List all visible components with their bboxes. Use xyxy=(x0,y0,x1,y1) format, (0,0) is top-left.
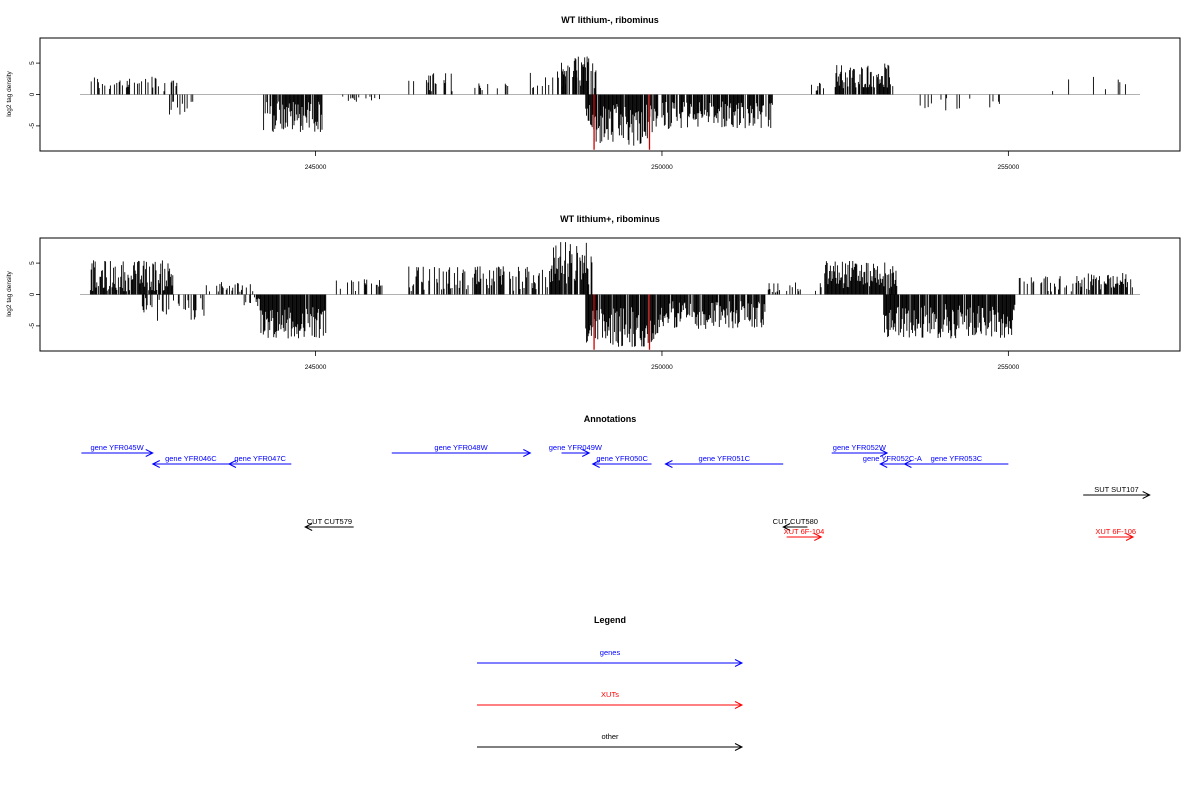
y-axis: -5 0 5 xyxy=(29,61,40,129)
x-tick-label: 250000 xyxy=(651,164,673,171)
x-axis: 245000 250000 255000 xyxy=(305,151,1020,171)
feature-arrow-head xyxy=(782,523,791,531)
feature-arrow-head xyxy=(1142,491,1151,499)
feature-label: gene YFR045W xyxy=(90,443,144,452)
feature-arrow-head xyxy=(879,449,889,457)
x-tick-label: 255000 xyxy=(998,164,1020,171)
feature-label: CUT CUT579 xyxy=(307,517,352,526)
y-tick-label: 0 xyxy=(29,92,36,96)
feature-label: gene YFR051C xyxy=(699,454,751,463)
feature-label: gene YFR048W xyxy=(434,443,488,452)
track-title: WT lithium+, ribominus xyxy=(560,214,660,224)
feature-label: gene YFR049W xyxy=(549,443,603,452)
legend-label: other xyxy=(601,732,619,741)
feature-gene-yfr053c: gene YFR053C xyxy=(903,454,1009,468)
y-axis-label: log2 tag density xyxy=(6,70,13,116)
x-axis: 245000 250000 255000 xyxy=(305,351,1020,371)
y-tick-label: 0 xyxy=(29,292,36,296)
y-tick-label: -5 xyxy=(29,123,36,129)
feature-gene-yfr051c: gene YFR051C xyxy=(664,454,784,468)
feature-cut-cut580: CUT CUT580 xyxy=(773,517,818,531)
feature-label: XUT 6F-106 xyxy=(1095,527,1136,536)
track-panel-lithium-minus: WT lithium-, ribominus log2 tag density … xyxy=(6,15,1181,171)
feature-gene-yfr050c: gene YFR050C xyxy=(591,454,652,468)
track-title: WT lithium-, ribominus xyxy=(561,15,659,25)
feature-arrow-head xyxy=(581,449,591,457)
feature-arrow-head xyxy=(151,460,160,468)
feature-label: CUT CUT580 xyxy=(773,517,818,526)
feature-arrow-head xyxy=(227,460,237,468)
feature-arrow-head xyxy=(145,449,154,457)
feature-gene-yfr046c: gene YFR046C xyxy=(151,454,229,468)
x-tick-label: 245000 xyxy=(305,164,327,171)
legend-title: Legend xyxy=(594,615,626,625)
feature-arrow-head xyxy=(814,533,823,541)
feature-cut-cut579: CUT CUT579 xyxy=(304,517,354,531)
feature-label: gene YFR053C xyxy=(931,454,983,463)
x-tick-label: 250000 xyxy=(651,364,673,371)
y-axis-label: log2 tag density xyxy=(6,270,13,316)
feature-arrow-head xyxy=(1125,533,1135,541)
bars xyxy=(89,242,1133,350)
feature-arrow-head xyxy=(523,449,532,457)
feature-arrow-head xyxy=(304,523,313,531)
x-tick-label: 255000 xyxy=(998,364,1020,371)
legend-label: genes xyxy=(600,648,621,657)
x-tick-label: 245000 xyxy=(305,364,327,371)
feature-gene-yfr052c-a: gene YFR052C-A xyxy=(863,454,922,468)
feature-label: XUT 6F-104 xyxy=(784,527,825,536)
feature-label: gene YFR052W xyxy=(833,443,887,452)
legend-label: XUTs xyxy=(601,690,619,699)
feature-label: gene YFR047C xyxy=(234,454,286,463)
feature-arrow-head xyxy=(903,460,912,468)
y-tick-label: 5 xyxy=(29,261,36,265)
feature-label: gene YFR046C xyxy=(165,454,217,463)
legend-arrow-head xyxy=(734,701,744,709)
legend-arrow-head xyxy=(734,659,744,667)
y-tick-label: -5 xyxy=(29,323,36,329)
feature-gene-yfr049w: gene YFR049W xyxy=(549,443,603,457)
legend-items: genes XUTs other xyxy=(477,648,744,751)
legend-panel: Legend genes XUTs other xyxy=(477,615,744,751)
feature-label: gene YFR050C xyxy=(596,454,648,463)
feature-xut-6f-104: XUT 6F-104 xyxy=(784,527,825,541)
feature-arrow-head xyxy=(879,460,888,468)
feature-arrow-head xyxy=(591,460,600,468)
feature-sut-sut107: SUT SUT107 xyxy=(1083,485,1151,499)
track-panel-lithium-plus: WT lithium+, ribominus log2 tag density … xyxy=(6,214,1181,371)
legend-item-other: other xyxy=(477,732,744,751)
feature-gene-yfr048w: gene YFR048W xyxy=(391,443,532,457)
feature-list: gene YFR045W gene YFR046C gene YFR047C gene… xyxy=(81,443,1151,541)
feature-gene-yfr047c: gene YFR047C xyxy=(227,454,292,468)
y-axis: -5 0 5 xyxy=(29,261,40,329)
y-tick-label: 5 xyxy=(29,61,36,65)
legend-item-genes: genes xyxy=(477,648,744,667)
feature-arrow-head xyxy=(664,460,673,468)
feature-label: gene YFR052C-A xyxy=(863,454,922,463)
legend-item-xuts: XUTs xyxy=(477,690,744,709)
feature-xut-6f-106: XUT 6F-106 xyxy=(1095,527,1136,541)
feature-gene-yfr045w: gene YFR045W xyxy=(81,443,154,457)
feature-gene-yfr052w: gene YFR052W xyxy=(831,443,889,457)
annotations-title: Annotations xyxy=(584,414,637,424)
feature-label: SUT SUT107 xyxy=(1094,485,1138,494)
bars xyxy=(90,56,1126,150)
legend-arrow-head xyxy=(734,743,744,751)
